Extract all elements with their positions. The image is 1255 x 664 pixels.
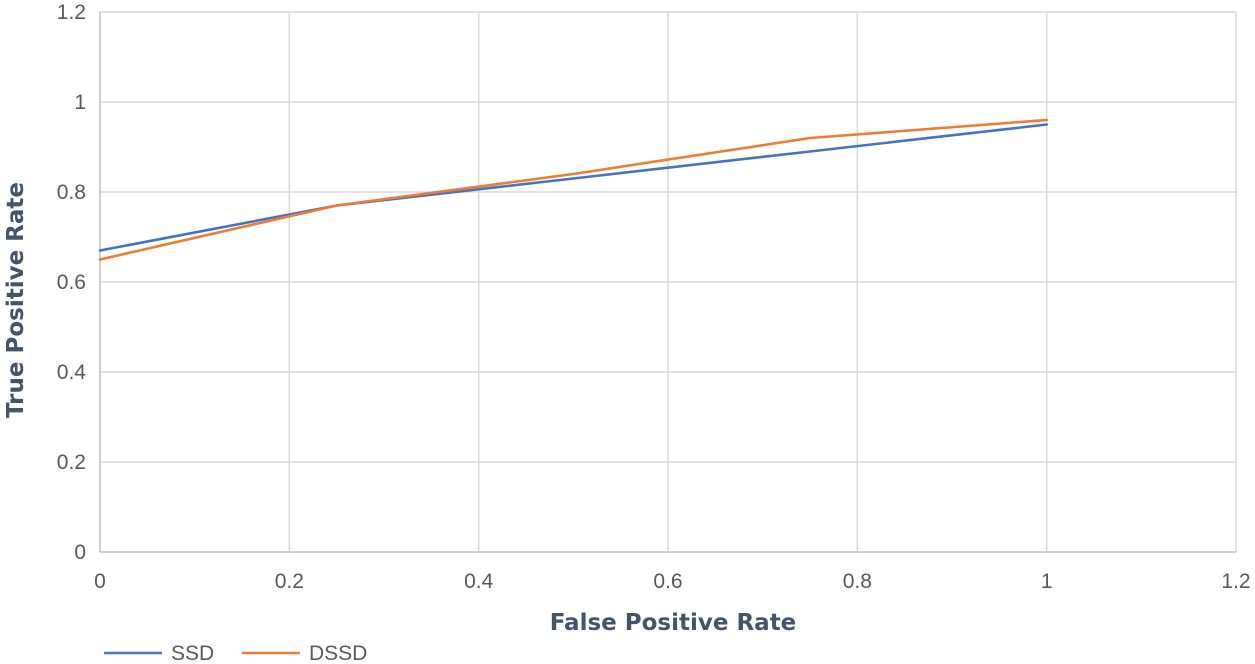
x-tick-label: 1.2 <box>1221 570 1250 593</box>
x-tick-label: 0.2 <box>275 570 304 593</box>
x-tick-label: 1 <box>1041 570 1053 593</box>
y-tick-label: 0.4 <box>57 361 87 384</box>
series-line-dssd <box>98 118 1048 261</box>
y-tick-label: 0 <box>74 541 86 564</box>
x-axis-title: False Positive Rate <box>550 610 797 636</box>
y-tick-label: 0.2 <box>57 451 86 474</box>
axes <box>99 12 1236 553</box>
grid-lines <box>100 11 1237 552</box>
x-tick-label: 0 <box>94 570 106 593</box>
y-tick-label: 0.6 <box>57 271 86 294</box>
legend-label-ssd: SSD <box>171 642 214 664</box>
x-tick-label: 0.4 <box>464 570 494 593</box>
y-tick-label: 0.8 <box>57 181 86 204</box>
legend-label-dssd: DSSD <box>309 642 367 664</box>
x-tick-label: 0.8 <box>843 570 872 593</box>
tick-labels: 0 0.2 0.4 0.6 0.8 1 1.2 0 0.2 0.4 0.6 0.8 1 1.2 <box>57 1 1251 593</box>
y-tick-label: 1.2 <box>57 1 86 24</box>
series-lines <box>98 118 1048 261</box>
legend: SSD DSSD <box>104 642 367 664</box>
series-line-ssd <box>98 123 1048 252</box>
y-tick-label: 1 <box>74 91 86 114</box>
y-axis-title: True Positive Rate <box>3 182 29 418</box>
x-tick-label: 0.6 <box>653 570 682 593</box>
